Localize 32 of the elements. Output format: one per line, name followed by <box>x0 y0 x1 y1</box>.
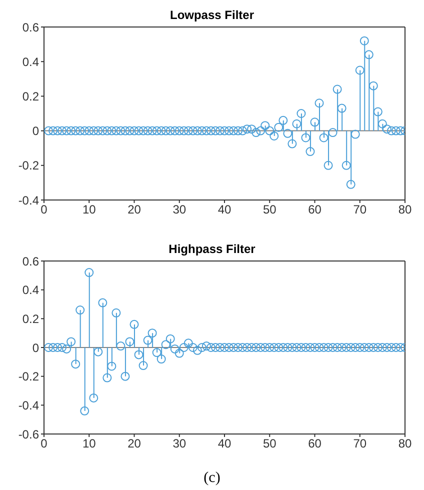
x-tick-label: 50 <box>262 436 277 451</box>
chart-title: Lowpass Filter <box>168 8 256 22</box>
y-tick-label: -0.6 <box>18 427 40 442</box>
y-tick-label: 0.6 <box>22 20 40 34</box>
x-tick-label: 30 <box>172 436 186 451</box>
x-tick-label: 10 <box>82 436 96 451</box>
x-tick-label: 80 <box>398 202 412 217</box>
x-tick-label: 30 <box>172 202 186 217</box>
x-tick-label: 60 <box>308 202 322 217</box>
text: (c) <box>202 470 222 487</box>
y-tick-label: 0.4 <box>22 54 40 69</box>
x-tick-label: 40 <box>218 202 232 217</box>
x-tick-label: 70 <box>353 202 367 217</box>
x-tick-label: 20 <box>128 202 142 217</box>
x-tick-label: 20 <box>128 436 142 451</box>
y-tick-label: -0.2 <box>18 158 40 173</box>
y-tick-label: 0 <box>32 124 40 138</box>
y-tick-label: 0.2 <box>22 312 40 326</box>
x-tick-label: 50 <box>262 202 277 217</box>
y-tick-label: -0.4 <box>18 398 40 412</box>
y-tick-label: 0.2 <box>22 89 40 104</box>
x-tick-label: 10 <box>82 202 96 217</box>
x-tick-label: 40 <box>218 436 232 451</box>
x-tick-label: 80 <box>398 436 412 451</box>
y-tick-label: 0.4 <box>22 283 40 298</box>
y-tick-label: -0.4 <box>18 193 40 208</box>
y-tick-label: -0.2 <box>18 370 40 384</box>
x-tick-label: 70 <box>353 436 367 451</box>
chart-title: Highpass Filter <box>168 242 256 256</box>
y-tick-label: 0 <box>32 340 40 355</box>
y-tick-label: 0.6 <box>22 254 40 268</box>
x-tick-label: 60 <box>308 436 322 451</box>
